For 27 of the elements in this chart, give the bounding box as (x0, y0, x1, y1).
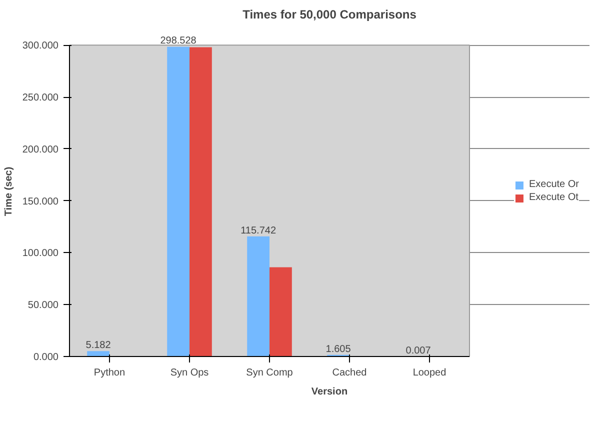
data-label: 298.528 (160, 36, 197, 47)
y-tick-label: 100.000 (22, 248, 59, 260)
bar (247, 236, 270, 356)
x-tick-label: Python (94, 368, 126, 378)
y-tick-label: 150.000 (22, 196, 59, 208)
bar (270, 267, 292, 356)
bar (190, 47, 212, 356)
chart-title: Times for 50,000 Comparisons (242, 8, 417, 22)
x-tick-label: Syn Ops (170, 368, 209, 378)
y-axis-title: Time (sec) (3, 166, 14, 216)
data-label: 1.605 (326, 344, 352, 355)
legend-label: Execute Or (528, 179, 579, 190)
y-tick-label: 250.000 (22, 92, 59, 104)
bar (87, 351, 110, 356)
data-label: 0.007 (406, 345, 432, 356)
data-label: 115.742 (240, 225, 276, 236)
x-tick-label: Syn Comp (246, 368, 294, 378)
data-label: 5.182 (86, 340, 112, 352)
x-tick-label: Looped (412, 368, 446, 378)
x-axis-title: Version (311, 386, 348, 398)
y-tick-label: 300.000 (22, 40, 59, 52)
legend-label: Execute Ot (528, 192, 578, 203)
bar (167, 46, 190, 356)
y-tick-label: 0.000 (33, 352, 59, 363)
y-tick-label: 200.000 (22, 144, 59, 156)
y-tick-label: 50.000 (28, 300, 59, 312)
x-tick-label: Cached (332, 368, 367, 378)
